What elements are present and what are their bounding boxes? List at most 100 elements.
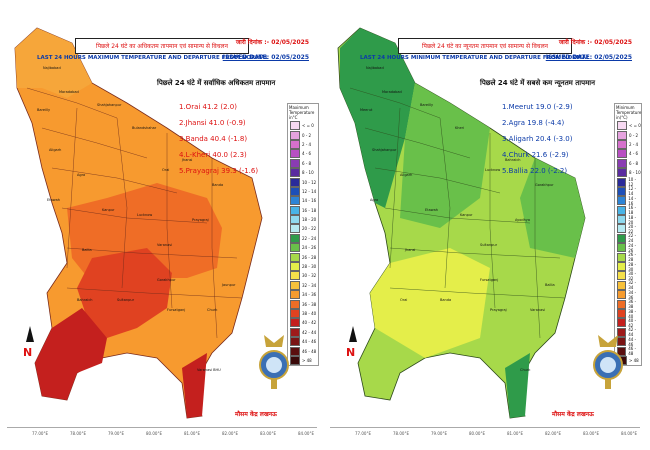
legend-row: 28 - 30 — [615, 262, 641, 272]
top5-item: 2.Agra 19.8 (-4.4) — [502, 119, 565, 127]
legend-row: 22 - 24 — [288, 233, 318, 243]
legend-row: 16 - 18 — [288, 205, 318, 215]
legend-label: 18 - 20 — [628, 214, 637, 225]
legend-label: 40 - 42 — [628, 317, 637, 328]
district-label: Najibabad — [43, 66, 61, 70]
district-label: Fursatganj — [167, 308, 186, 312]
axis-tick-label: 81.00°E — [184, 431, 200, 436]
top5-title: पिछले 24 घंटे में सर्वाधिक अधिकतम तापमान — [157, 79, 276, 87]
legend-swatch — [290, 224, 300, 234]
legend-swatch — [617, 327, 627, 337]
district-label: Prayagraj — [490, 308, 507, 312]
axis-tick-label: 80.00°E — [146, 431, 162, 436]
legend-row: < = 0 — [615, 121, 641, 131]
district-label: Jaunpur — [222, 283, 236, 287]
top5-item: 4.Churk 21.6 (-2.9) — [502, 151, 569, 159]
legend-swatch — [617, 262, 627, 272]
legend-row: 32 - 34 — [288, 280, 318, 290]
district-label: Ballia — [82, 248, 92, 252]
legend-label: < = 0 — [302, 123, 314, 129]
map-subtitle: LAST 24 HOURS MAXIMUM TEMPERATURE AND DE… — [37, 55, 269, 61]
legend-label: 22 - 24 — [302, 235, 317, 241]
legend-swatch — [290, 130, 300, 140]
legend-swatch — [617, 177, 627, 187]
legend-label: 46 - 48 — [628, 346, 637, 357]
legend-row: 4 - 6 — [288, 149, 318, 159]
legend-swatch — [290, 233, 300, 243]
legend-swatch — [290, 149, 300, 159]
legend-row: 2 - 4 — [615, 139, 641, 149]
north-label: N — [346, 346, 356, 359]
map-subtitle: LAST 24 HOURS MINIMUM TEMPERATURE AND DE… — [360, 55, 590, 61]
top5-list: 1.Orai 41.2 (2.0) 2.Jhansi 41.0 (-0.9) 3… — [179, 103, 258, 183]
legend-label: 42 - 44 — [628, 327, 637, 338]
legend-row: 36 - 38 — [288, 299, 318, 309]
imd-emblem-icon — [593, 335, 623, 389]
district-label: Orai — [400, 298, 408, 302]
legend-row: 18 - 20 — [615, 214, 641, 225]
longitude-axis: 77.00°E 78.00°E 79.00°E 80.00°E 81.00°E 82.00… — [330, 427, 640, 440]
issued-date: ISSUED DATE: 02/05/2025 — [545, 54, 632, 61]
legend-row: 10 - 12 — [288, 177, 318, 187]
legend-swatch — [290, 139, 300, 149]
issue-date-hindi: जारी दिनांक :- 02/05/2025 — [558, 39, 632, 46]
imd-label: मौसम केंद्र लखनऊ — [552, 411, 594, 418]
district-label: Agra — [370, 198, 379, 202]
top5-item: 4.L-Kheri 40.0 (2.3) — [179, 151, 247, 159]
legend-label: 26 - 28 — [302, 254, 317, 260]
district-label: Etawah — [425, 208, 438, 212]
legend-row: 44 - 46 — [615, 337, 641, 347]
legend-title: Maximum Temperature in°C — [289, 105, 315, 120]
axis-tick-label: 80.00°E — [469, 431, 485, 436]
legend-swatch — [617, 290, 627, 300]
legend-label: 18 - 20 — [302, 217, 317, 223]
legend-row: 42 - 44 — [288, 327, 318, 337]
district-label: Meerut — [360, 108, 373, 112]
legend-label: 10 - 12 — [302, 179, 317, 185]
legend-label: > 48 — [629, 357, 639, 363]
district-label: Moradabad — [59, 90, 79, 94]
district-label: Ayodhya — [515, 218, 531, 222]
legend-row: 20 - 22 — [288, 224, 318, 234]
district-label: Aligarh — [49, 148, 62, 152]
district-label: Gorakhpur — [157, 278, 176, 282]
legend-swatch — [617, 318, 627, 328]
legend-label: 36 - 38 — [628, 299, 637, 310]
legend-label: 16 - 18 — [628, 205, 637, 216]
legend-row: 6 - 8 — [288, 158, 318, 168]
district-label: Banda — [212, 183, 224, 187]
legend-swatch — [617, 224, 627, 234]
legend-label: > 48 — [302, 357, 312, 363]
legend-swatch — [290, 309, 300, 318]
legend-swatch — [617, 252, 627, 262]
imd-label: मौसम केंद्र लखनऊ — [235, 411, 277, 418]
legend-swatch — [617, 121, 627, 131]
legend-swatch — [617, 337, 627, 347]
north-arrow: N — [23, 326, 34, 359]
zone-cool — [340, 28, 415, 208]
district-label: Moradabad — [382, 90, 402, 94]
max-temp-panel: पिछले 24 घंटे का अधिकतम तापमान एवं सामान… — [7, 8, 319, 440]
district-label: Varanasi — [157, 243, 173, 247]
district-label: Etawah — [47, 198, 60, 202]
legend-swatch — [617, 205, 627, 215]
issue-date-hindi: जारी दिनांक :- 02/05/2025 — [235, 39, 309, 46]
legend-swatch — [290, 168, 300, 178]
district-label: Bulandshahar — [132, 126, 157, 130]
legend-label: 34 - 36 — [302, 292, 317, 298]
legend-label: 12 - 14 — [302, 188, 317, 194]
legend-row: 12 - 14 — [288, 186, 318, 196]
legend-row: 18 - 20 — [288, 215, 318, 225]
legend-row: 30 - 32 — [615, 271, 641, 281]
district-label: Orai — [162, 168, 170, 172]
axis-tick-label: 78.00°E — [393, 431, 409, 436]
legend-swatch — [290, 262, 300, 272]
legend-swatch — [617, 196, 627, 206]
legend-label: 16 - 18 — [302, 207, 317, 213]
legend-label: 4 - 6 — [629, 151, 639, 157]
legend-label: 42 - 44 — [302, 329, 317, 335]
legend-row: 46 - 48 — [615, 346, 641, 357]
legend-swatch — [290, 243, 300, 253]
